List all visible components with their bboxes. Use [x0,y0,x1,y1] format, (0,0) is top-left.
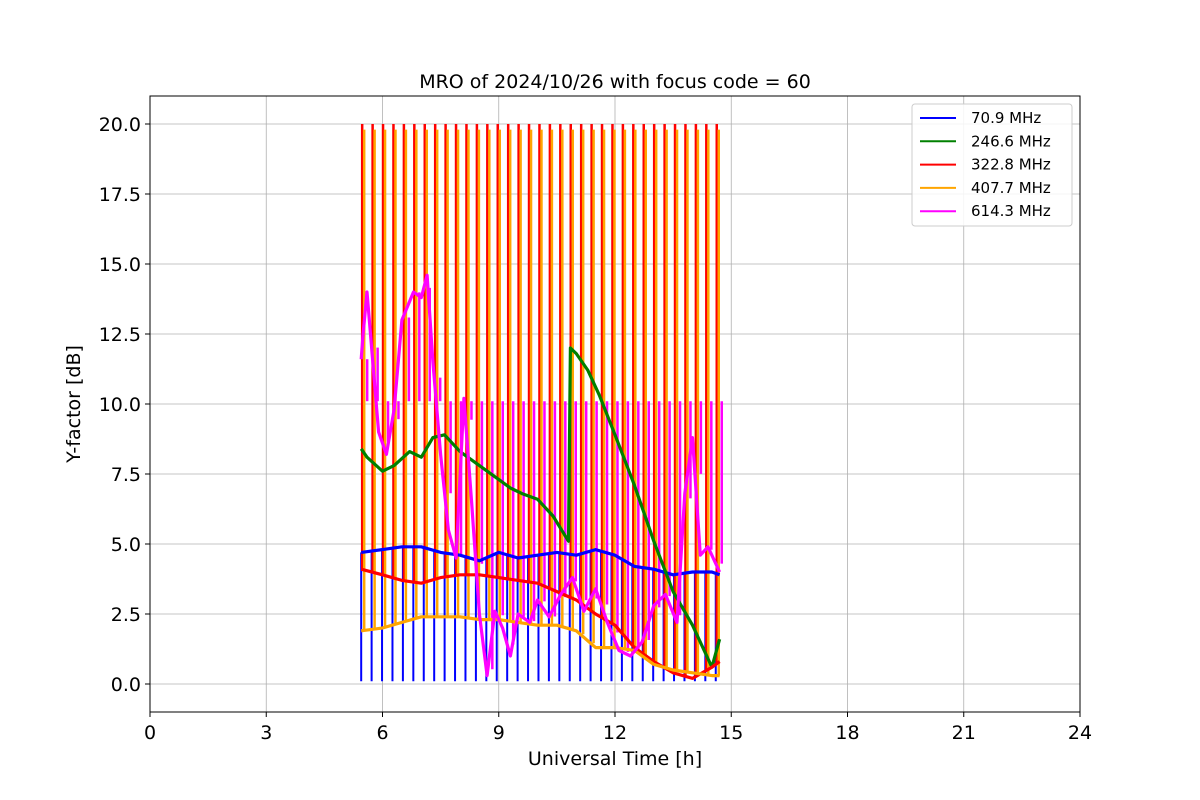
series-line-0 [360,545,721,577]
spike-layer [360,124,723,682]
legend-label: 614.3 MHz [971,202,1051,220]
x-axis-label: Universal Time [h] [528,748,702,770]
legend: 70.9 MHz 246.6 MHz 322.8 MHz 407.7 MHz 614.3… [911,103,1073,227]
chart-title: MRO of 2024/10/26 with focus code = 60 [419,71,811,93]
y-axis-ticks: 0.0 2.5 5.0 7.5 10.0 12.5 15.0 17.5 20.0 [99,114,150,696]
series-line-3 [360,615,720,678]
y-tick-label: 7.5 [111,464,141,486]
y-tick-label: 17.5 [99,184,141,206]
y-tick-label: 20.0 [99,114,141,136]
legend-label: 322.8 MHz [971,156,1051,174]
x-tick-label: 3 [260,722,272,744]
x-tick-label: 21 [952,722,976,744]
y-axis-label: Y-factor [dB] [63,345,85,464]
y-tick-label: 12.5 [99,324,141,346]
y-tick-label: 10.0 [99,394,141,416]
x-tick-label: 15 [719,722,743,744]
x-tick-label: 0 [144,722,156,744]
y-tick-label: 2.5 [111,604,141,626]
x-tick-label: 6 [376,722,388,744]
x-axis-ticks: 0 3 6 9 12 15 18 21 24 [144,712,1092,744]
x-tick-label: 24 [1068,722,1092,744]
legend-label: 70.9 MHz [971,109,1041,127]
legend-label: 246.6 MHz [971,132,1051,150]
x-tick-label: 18 [835,722,859,744]
series-line-4 [359,273,722,678]
y-tick-label: 0.0 [111,674,141,696]
x-tick-label: 12 [603,722,627,744]
legend-box [911,103,1073,227]
x-tick-label: 9 [493,722,505,744]
series-line-1 [359,346,722,669]
series-line-2 [360,567,721,681]
series-layer [359,273,722,681]
legend-label: 407.7 MHz [971,179,1051,197]
y-tick-label: 5.0 [111,534,141,556]
y-tick-label: 15.0 [99,254,141,276]
